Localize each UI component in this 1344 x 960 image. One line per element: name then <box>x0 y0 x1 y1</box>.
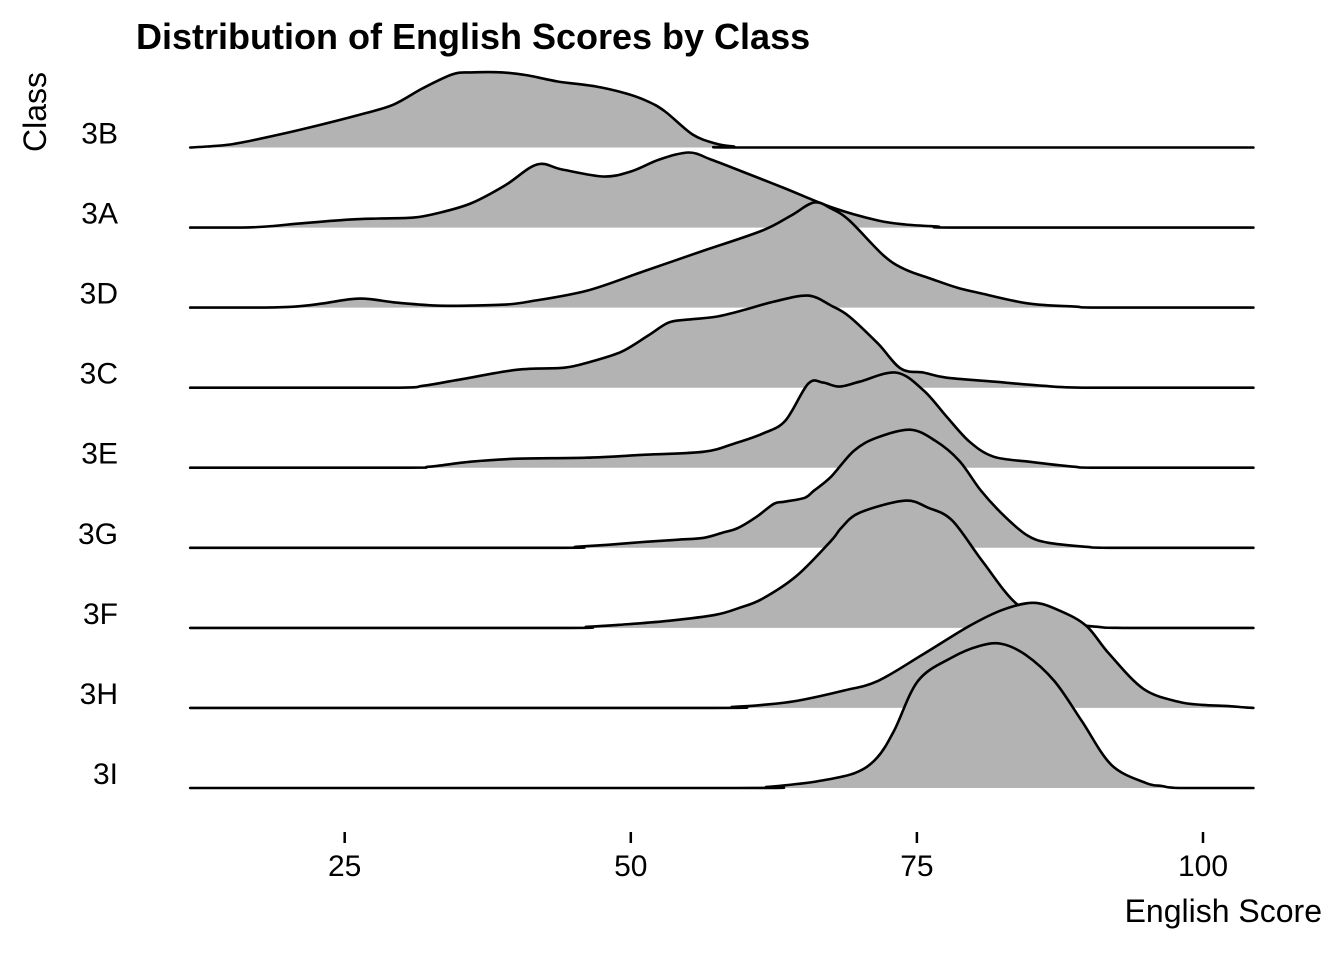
ridge-density-3E <box>188 371 1255 470</box>
ridge-density-3B <box>188 70 1255 149</box>
y-axis-label-3C: 3C <box>80 358 118 391</box>
ridge-density-3D <box>188 200 1255 309</box>
x-tick-label-75: 75 <box>900 850 933 883</box>
y-axis-label-3H: 3H <box>80 678 118 711</box>
y-axis-label-3D: 3D <box>80 278 118 311</box>
chart-title: Distribution of English Scores by Class <box>136 16 810 57</box>
ridge-density-3I <box>188 641 1255 790</box>
x-axis-ticks-group <box>343 832 1205 843</box>
ridge-density-3C <box>188 294 1255 390</box>
y-axis-label-3A: 3A <box>81 198 118 231</box>
x-axis-title: English Score <box>1125 893 1322 929</box>
x-axis-tick-labels-group: 25 50 75 100 <box>328 850 1228 883</box>
y-axis-title: Class <box>17 72 53 152</box>
x-tick-label-25: 25 <box>328 850 361 883</box>
x-tick-label-100: 100 <box>1178 850 1228 883</box>
ridge-density-3G <box>188 428 1255 550</box>
y-axis-labels-group: 3B 3A 3D 3C 3E 3G 3F 3H 3I <box>78 118 118 791</box>
y-axis-label-3F: 3F <box>83 598 118 631</box>
y-axis-label-3G: 3G <box>78 518 118 551</box>
y-axis-label-3B: 3B <box>81 118 118 151</box>
y-axis-label-3I: 3I <box>93 758 118 791</box>
ridge-density-3A <box>188 151 1255 229</box>
y-axis-label-3E: 3E <box>81 438 118 471</box>
ridges-group <box>188 70 1255 790</box>
x-tick-label-50: 50 <box>614 850 647 883</box>
